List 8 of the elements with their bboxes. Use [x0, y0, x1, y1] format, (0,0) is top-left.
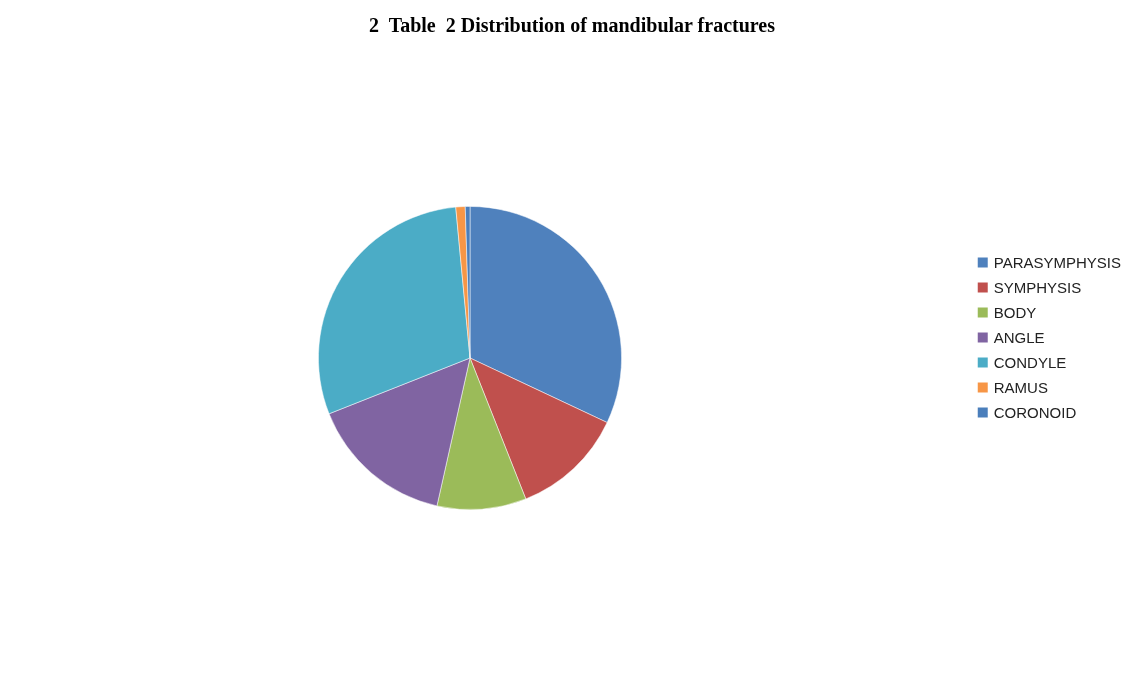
chart-title: 2 Table 2 Distribution of mandibular fractures [369, 14, 776, 36]
legend-label: SYMPHYSIS [993, 279, 1082, 296]
legend-label: ANGLE [993, 329, 1045, 346]
legend-label: PARASYMPHYSIS [993, 254, 1122, 271]
legend-label: CORONOID [993, 404, 1077, 421]
legend-label: CONDYLE [993, 354, 1067, 371]
legend-label: RAMUS [993, 379, 1048, 396]
legend-label: BODY [993, 304, 1037, 321]
